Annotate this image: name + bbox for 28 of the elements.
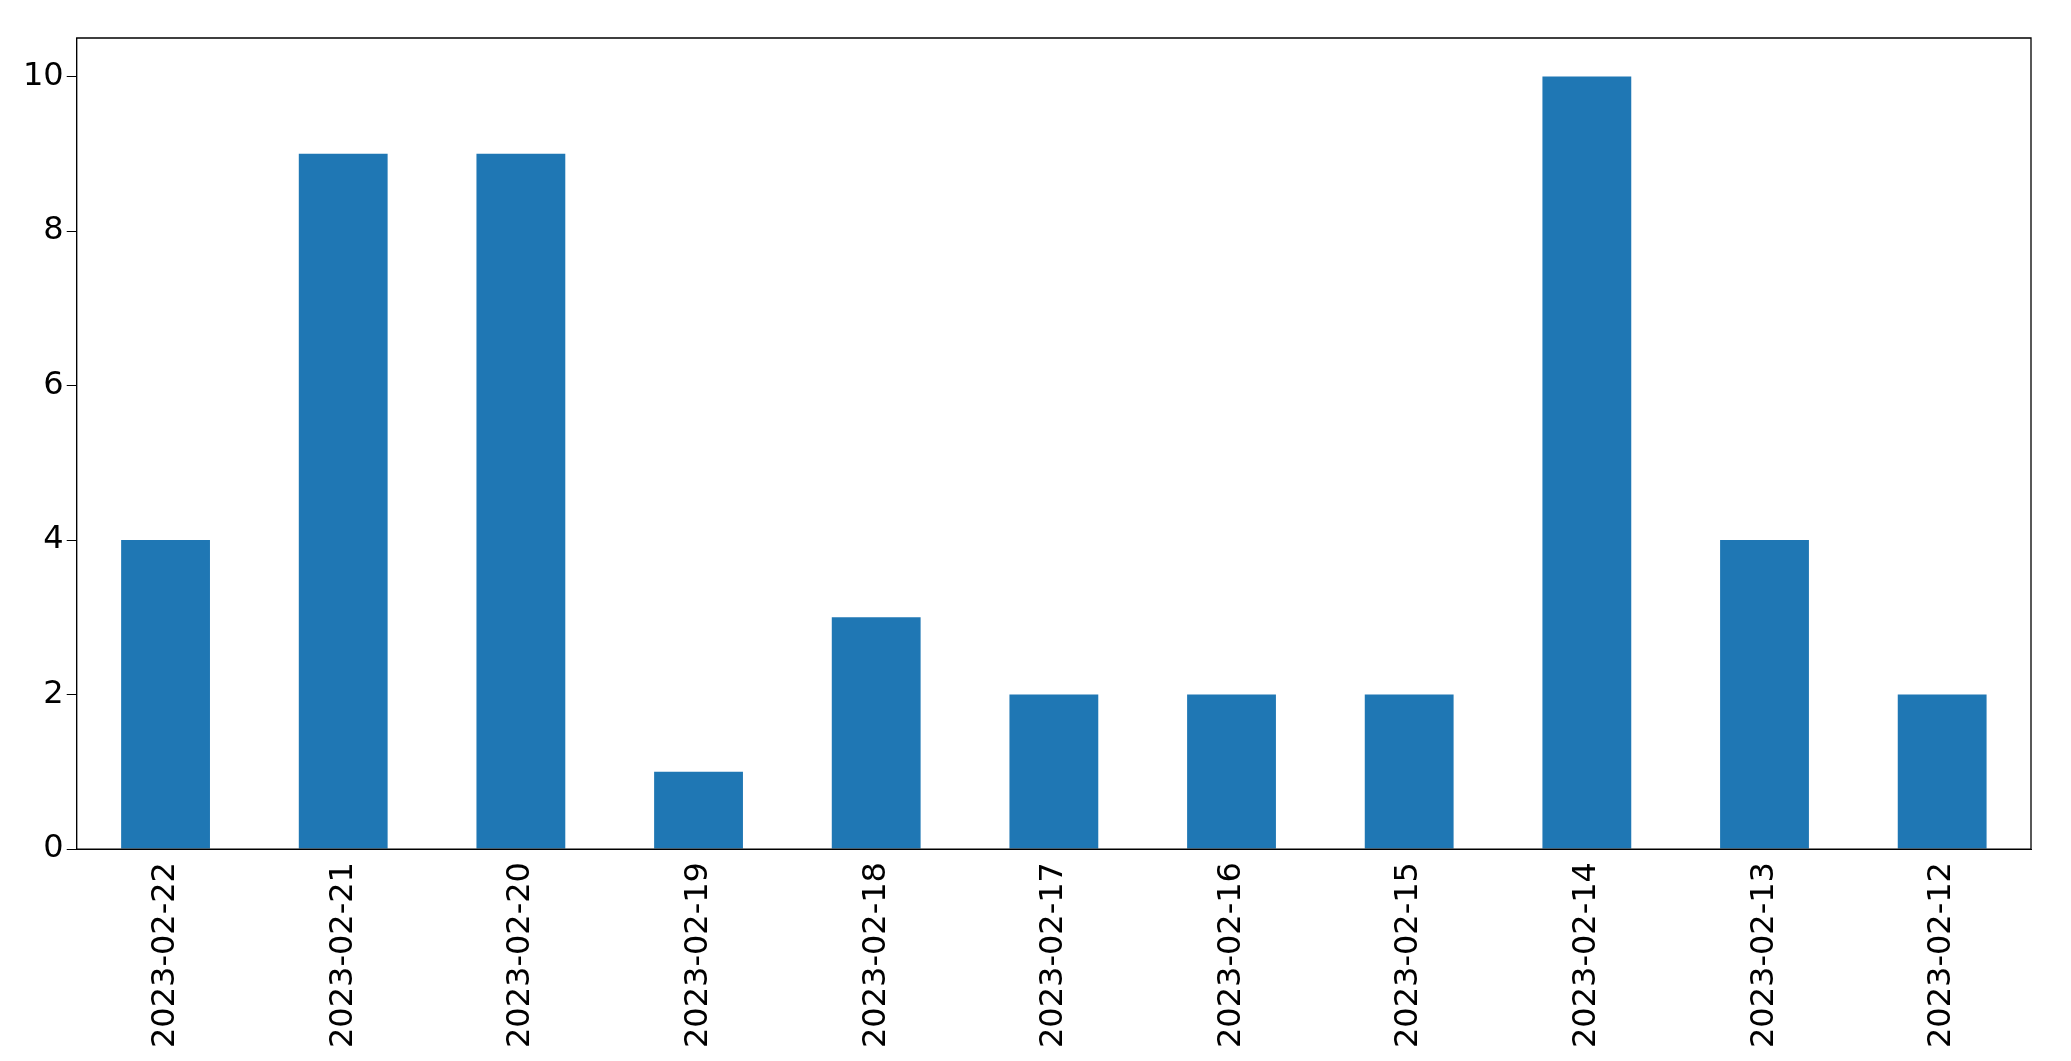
x-tick-label: 2023-02-14	[1565, 862, 1604, 1048]
bar	[1542, 76, 1632, 849]
x-tick-label: 2023-02-16	[1209, 862, 1248, 1048]
x-tick-label: 2023-02-12	[1920, 862, 1959, 1048]
x-tick-label: 2023-02-13	[1742, 862, 1781, 1048]
bar	[121, 540, 210, 849]
bar	[654, 771, 743, 849]
x-tick-label: 2023-02-20	[499, 862, 538, 1048]
bar	[1009, 694, 1099, 849]
x-tick-label: 2023-02-18	[854, 862, 893, 1048]
bar	[1364, 694, 1454, 849]
x-tick-label: 2023-02-15	[1387, 862, 1426, 1048]
bar	[298, 153, 388, 849]
bar	[476, 153, 566, 849]
bar	[1897, 694, 1987, 849]
x-tick-label: 2023-02-21	[321, 862, 360, 1048]
bar	[1720, 540, 1809, 849]
y-tick-label: 8	[43, 209, 64, 248]
y-tick-label: 2	[43, 672, 64, 711]
y-tick-label: 0	[43, 827, 64, 866]
x-tick-label: 2023-02-19	[676, 862, 715, 1048]
y-tick-label: 10	[23, 54, 64, 93]
y-tick-label: 6	[43, 363, 64, 402]
y-tick-label: 4	[43, 518, 64, 557]
bar	[1187, 694, 1276, 849]
x-tick-label: 2023-02-22	[143, 862, 182, 1048]
x-tick-label: 2023-02-17	[1032, 862, 1071, 1048]
bar	[831, 617, 921, 849]
